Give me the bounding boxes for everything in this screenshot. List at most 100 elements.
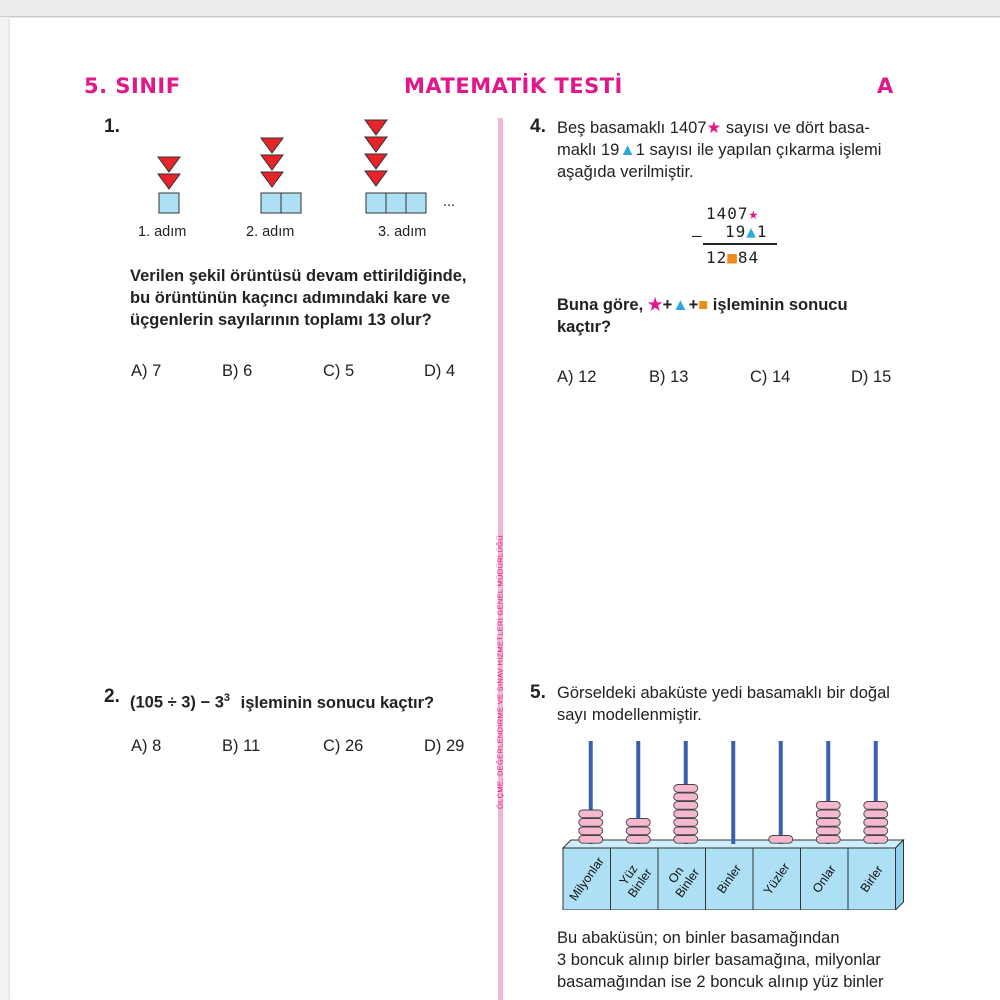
q1-option-c[interactable]: C) 5: [323, 362, 355, 380]
question-2-exponent: 3: [223, 692, 231, 704]
abacus-rod: [778, 741, 783, 844]
q1-option-d[interactable]: D) 4: [424, 362, 456, 380]
abacus-rod: [826, 741, 831, 844]
subtraction-line: [703, 243, 777, 245]
square-icon: ■: [698, 296, 709, 314]
q2-option-a[interactable]: A) 8: [131, 737, 162, 755]
question-2-expression: (105 ÷ 3) − 3: [130, 693, 224, 712]
abacus-cell: [562, 847, 611, 910]
q4-option-b[interactable]: B) 13: [649, 368, 689, 386]
question-1-line: bu örüntünün kaçıncı adımındaki kare ve: [130, 289, 450, 307]
q1-option-b[interactable]: B) 6: [222, 362, 253, 380]
triangle-icon: ▲: [746, 222, 757, 241]
grade-label: 5. SINIF: [84, 74, 181, 98]
abacus-rod: [588, 741, 593, 844]
browser-top-bar: [0, 0, 1000, 17]
question-5-para-line: Bu abaküsün; on binler basamağından: [557, 929, 840, 947]
text-segment: Buna göre,: [557, 296, 644, 314]
abacus-bead: [578, 818, 604, 827]
minus-sign: –: [692, 226, 702, 245]
q4-option-c[interactable]: C) 14: [750, 368, 791, 386]
question-5-number: 5.: [530, 682, 546, 703]
subtraction-result: 12■84: [706, 248, 759, 267]
star-icon: ★: [647, 296, 663, 314]
question-4-prompt-line: kaçtır?: [557, 318, 612, 336]
pattern-step-3: [364, 119, 427, 214]
q2-option-d[interactable]: D) 29: [424, 737, 465, 755]
abacus-bead: [863, 818, 889, 827]
abacus-bead: [863, 835, 889, 844]
abacus-bead: [815, 818, 841, 827]
question-4-number: 4.: [530, 116, 546, 137]
question-5-paragraph: Bu abaküsün; on binler basamağından 3 bo…: [557, 927, 937, 993]
triangle-icon: ▲: [619, 141, 636, 159]
q4-option-a[interactable]: A) 12: [557, 368, 597, 386]
question-1-number: 1.: [104, 116, 120, 137]
pattern-step-2: [260, 137, 302, 214]
star-icon: ★: [748, 204, 760, 223]
abacus-bead: [625, 835, 651, 844]
question-2-prompt: işleminin sonucu kaçtır?: [240, 693, 435, 712]
text-segment: 84: [737, 248, 760, 267]
booklet-letter: A: [877, 74, 894, 98]
abacus-bead: [578, 809, 604, 819]
question-2-number: 2.: [104, 686, 120, 707]
abacus-bead: [578, 826, 604, 836]
pattern-ellipsis: ...: [443, 194, 456, 210]
abacus-bead: [578, 835, 604, 844]
abacus-rod: [873, 741, 878, 844]
abacus-bead: [863, 826, 889, 836]
abacus-base-side: [895, 838, 904, 910]
text-segment: 12: [706, 248, 728, 267]
abacus-bead: [673, 826, 699, 836]
abacus-bead: [673, 801, 699, 810]
column-divider: [498, 118, 503, 1000]
text-segment: Beş basamaklı 1407: [557, 119, 707, 137]
abacus-bead: [815, 826, 841, 836]
question-2-text: (105 ÷ 3) − 33 işleminin sonucu kaçtır?: [130, 687, 434, 714]
text-segment: 1: [756, 222, 768, 241]
question-5-line: Görseldeki abaküste yedi basamaklı bir d…: [557, 684, 890, 702]
abacus-rod: [636, 741, 641, 844]
question-4-line: Beş basamaklı 1407★ sayısı ve dört basa-: [557, 117, 917, 139]
abacus-cell: [800, 847, 849, 910]
q1-option-a[interactable]: A) 7: [131, 362, 162, 380]
text-segment: 1407: [706, 204, 749, 223]
abacus-bead: [815, 809, 841, 819]
plus-sign: +: [662, 296, 673, 314]
abacus-rod: [731, 741, 736, 844]
plus-sign: +: [688, 296, 699, 314]
abacus-bead: [673, 809, 699, 819]
text-segment: 1 sayısı ile yapılan çıkarma işlemi: [635, 141, 882, 159]
abacus-cell: [657, 847, 706, 910]
step-1-label: 1. adım: [138, 224, 187, 240]
text-segment: sayısı ve dört basa-: [721, 119, 870, 137]
abacus-bead: [863, 809, 889, 819]
star-icon: ★: [706, 119, 722, 137]
abacus-bead: [673, 784, 699, 793]
triangle-icon: ▲: [672, 296, 689, 314]
q2-option-b[interactable]: B) 11: [222, 737, 261, 755]
question-1-text: Verilen şekil örüntüsü devam ettirildiği…: [130, 265, 495, 331]
side-vertical-text: ÖLÇME, DEĞERLENDİRME VE SINAV HİZMETLERİ…: [495, 535, 505, 809]
step-2-label: 2. adım: [246, 224, 295, 240]
question-4-prompt-line: Buna göre, ★+▲+■ işleminin sonucu: [557, 294, 848, 316]
question-4-prompt: Buna göre, ★+▲+■ işleminin sonucu kaçtır…: [557, 294, 848, 338]
question-4-line: aşağıda verilmiştir.: [557, 163, 694, 181]
question-5-para-line: 3 boncuk alınıp birler basamağına, milyo…: [557, 951, 881, 969]
question-4-line: maklı 19▲1 sayısı ile yapılan çıkarma iş…: [557, 139, 917, 161]
abacus-cell: [610, 847, 659, 910]
test-title: MATEMATİK TESTİ: [404, 74, 623, 98]
question-5-para-line: basamağından ise 2 boncuk alınıp yüz bin…: [557, 973, 884, 991]
abacus-cell: [752, 847, 801, 910]
question-1-line: Verilen şekil örüntüsü devam ettirildiği…: [130, 267, 467, 285]
abacus-bead: [673, 792, 699, 802]
abacus-cell: [847, 847, 896, 910]
q2-option-c[interactable]: C) 26: [323, 737, 364, 755]
step-3-label: 3. adım: [378, 224, 427, 240]
text-segment: 19: [725, 222, 747, 241]
abacus-bead: [625, 818, 651, 827]
q4-option-d[interactable]: D) 15: [851, 368, 892, 386]
abacus-bead: [673, 818, 699, 827]
